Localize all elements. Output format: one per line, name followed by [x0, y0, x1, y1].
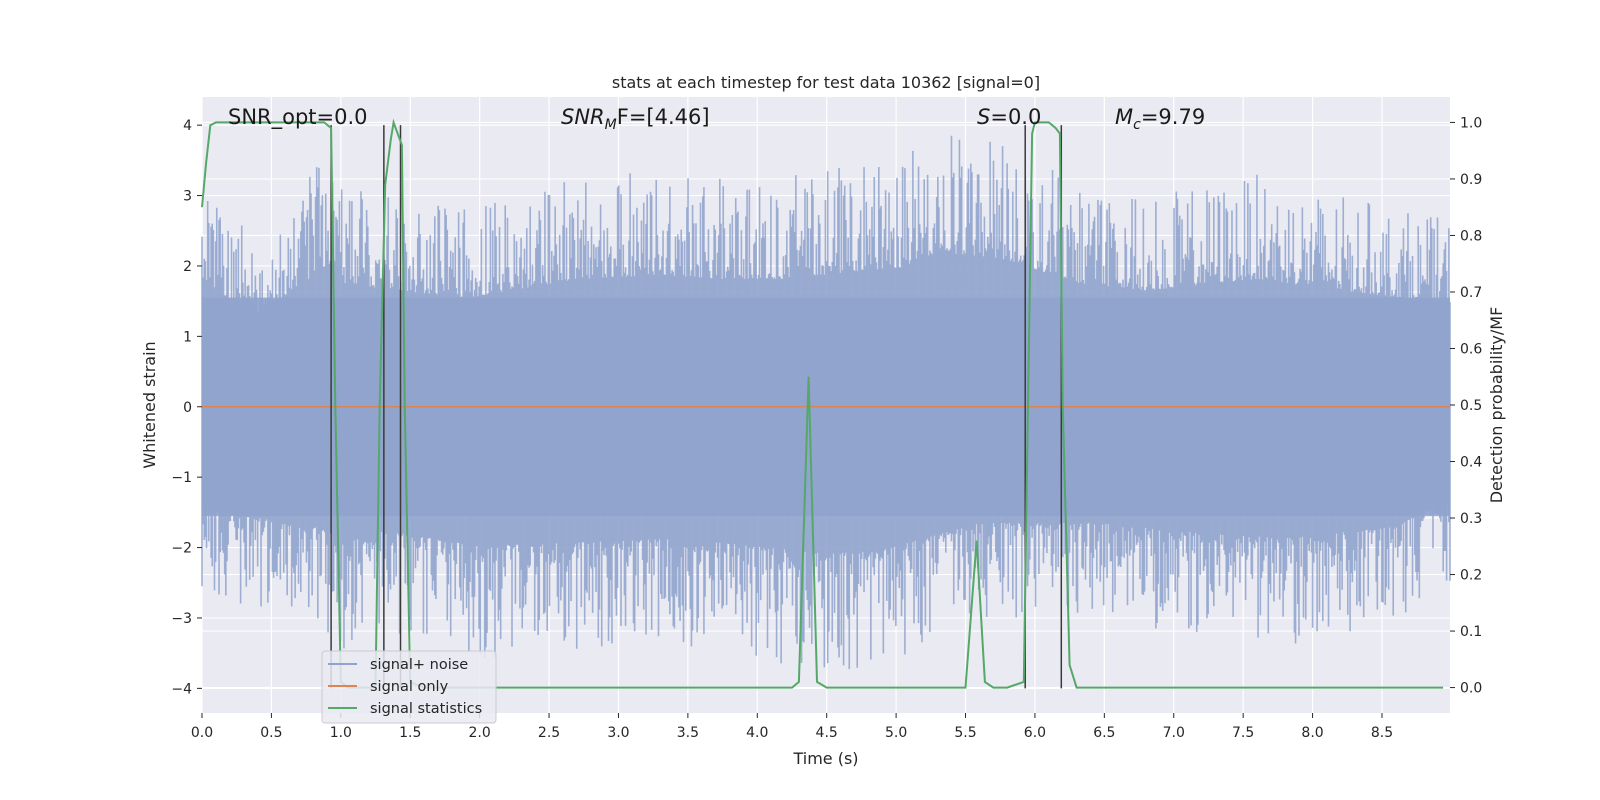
mc-base: M [1115, 105, 1133, 129]
y2-axis-label: Detection probability/MF [1487, 307, 1506, 504]
s-base: S [977, 105, 990, 129]
x-tick-label: 7.5 [1232, 725, 1254, 741]
mc-rest: =9.79 [1141, 105, 1205, 129]
annotation-snr-opt: SNR_opt=0.0 [228, 105, 368, 130]
x-tick-label: 2.0 [469, 725, 491, 741]
x-tick-label: 1.5 [399, 725, 421, 741]
x-axis-ticks: 0.0 0.5 1.0 1.5 2.0 2.5 3.0 3.5 4.0 4.5 5.0 5.5 6.0 6… [191, 713, 1393, 741]
snr-mf-sub: M [605, 117, 617, 133]
snr-mf-base: SNR [561, 105, 605, 129]
y2-tick-label: 1.0 [1460, 115, 1482, 131]
x-tick-label: 5.5 [954, 725, 976, 741]
y-tick-label: 1 [183, 329, 192, 345]
signal-statistics-line [201, 118, 1444, 689]
snr-mf-rest: F=[4.46] [617, 105, 710, 129]
x-tick-label: 6.5 [1093, 725, 1115, 741]
annotation-mc: Mc=9.79 [1115, 105, 1205, 133]
x-tick-label: 4.5 [816, 725, 838, 741]
x-axis-label: Time (s) [792, 749, 858, 768]
legend-label-noise: signal+ noise [370, 657, 468, 673]
signal-statistics-series [201, 118, 1444, 689]
y-tick-label: −3 [171, 611, 192, 627]
legend-label-statistics: signal statistics [370, 701, 482, 717]
noise-series-bars [201, 135, 1451, 670]
y-tick-label: −2 [171, 541, 192, 557]
x-tick-label: 0.5 [260, 725, 282, 741]
y2-tick-label: 0.7 [1460, 285, 1482, 301]
legend: signal+ noise signal only signal statist… [321, 650, 497, 724]
y-tick-label: 2 [183, 259, 192, 275]
x-tick-label: 1.0 [330, 725, 352, 741]
chart-title: stats at each timestep for test data 103… [612, 73, 1040, 92]
right-axis-ticks: 0.0 0.1 0.2 0.3 0.4 0.5 0.6 0.7 0.8 0.9 1.0 [1450, 115, 1482, 697]
s-rest: =0.0 [990, 105, 1041, 129]
y2-tick-label: 0.0 [1460, 681, 1482, 697]
x-tick-label: 0.0 [191, 725, 213, 741]
legend-box [321, 650, 497, 724]
annotation-s: S=0.0 [977, 105, 1041, 129]
annotation-snr-mf: SNRMF=[4.46] [561, 105, 710, 133]
left-axis-ticks: −4 −3 −2 −1 0 1 2 3 4 [171, 118, 202, 697]
x-tick-label: 3.0 [607, 725, 629, 741]
y2-tick-label: 0.4 [1460, 455, 1482, 471]
y-tick-label: −1 [171, 470, 192, 486]
x-tick-label: 8.5 [1371, 725, 1393, 741]
x-tick-label: 3.5 [677, 725, 699, 741]
x-tick-label: 2.5 [538, 725, 560, 741]
y2-tick-label: 0.9 [1460, 172, 1482, 188]
y-tick-label: 3 [183, 189, 192, 205]
x-tick-label: 8.0 [1301, 725, 1323, 741]
y-tick-label: −4 [171, 681, 192, 697]
y-tick-label: 4 [183, 118, 192, 134]
y2-tick-label: 0.6 [1460, 341, 1482, 357]
y-tick-label: 0 [183, 400, 192, 416]
y2-tick-label: 0.1 [1460, 624, 1482, 640]
x-tick-label: 5.0 [885, 725, 907, 741]
legend-label-signal-only: signal only [370, 679, 449, 695]
y2-tick-label: 0.2 [1460, 568, 1482, 584]
y2-tick-label: 0.8 [1460, 228, 1482, 244]
x-tick-label: 6.0 [1024, 725, 1046, 741]
mc-sub: c [1133, 117, 1141, 133]
x-tick-label: 7.0 [1163, 725, 1185, 741]
x-tick-label: 4.0 [746, 725, 768, 741]
y2-tick-label: 0.3 [1460, 511, 1482, 527]
y-axis-label: Whitened strain [140, 341, 159, 468]
y2-tick-label: 0.5 [1460, 398, 1482, 414]
